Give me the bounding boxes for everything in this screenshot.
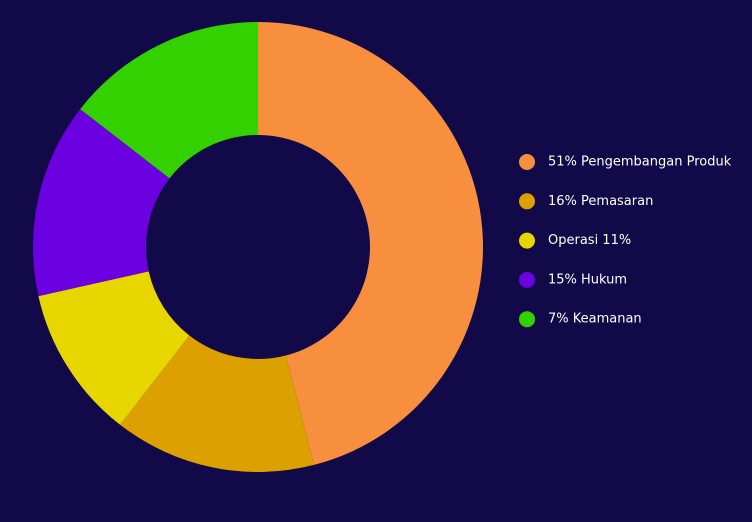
legend-label: 15% Hukum xyxy=(548,272,627,287)
donut-slice xyxy=(258,22,483,465)
legend-marker xyxy=(519,193,535,210)
legend-marker xyxy=(519,311,535,328)
legend-marker xyxy=(519,232,535,249)
legend-label: 16% Pemasaran xyxy=(548,194,653,209)
donut-slice xyxy=(33,109,170,297)
legend-marker xyxy=(519,154,535,170)
donut-slice xyxy=(38,271,190,425)
legend-label: 51% Pengembangan Produk xyxy=(548,155,732,170)
donut-slice xyxy=(80,22,258,179)
legend-label: Operasi 11% xyxy=(548,233,631,248)
donut-slice xyxy=(120,335,314,472)
legend-label: 7% Keamanan xyxy=(548,312,642,327)
legend-marker xyxy=(519,271,535,288)
